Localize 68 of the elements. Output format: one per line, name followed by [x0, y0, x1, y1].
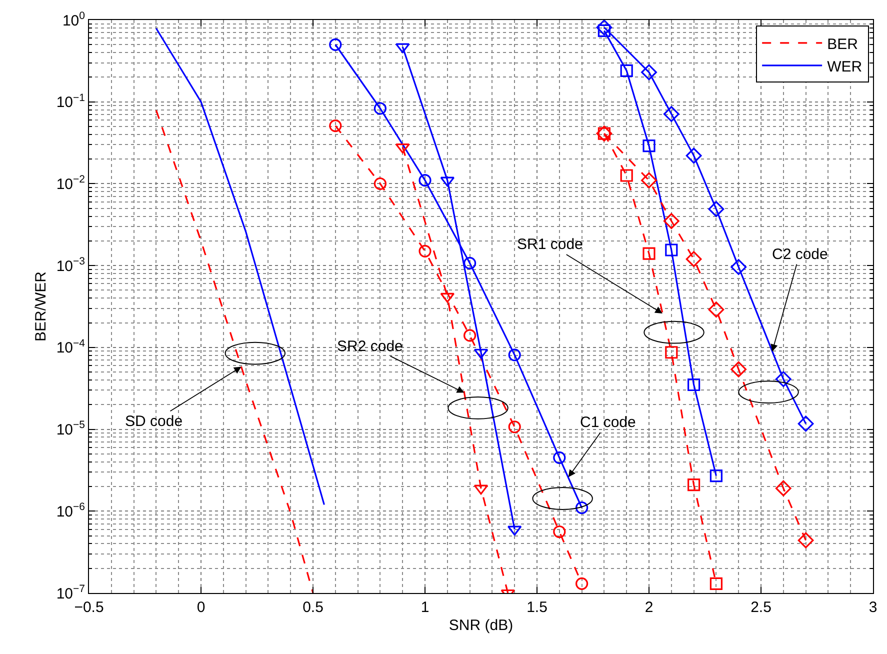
- point: [576, 577, 588, 590]
- point: [464, 329, 476, 342]
- point: [329, 119, 342, 132]
- point: [730, 259, 747, 275]
- point: [418, 174, 432, 187]
- annotation: C1 code: [580, 414, 636, 431]
- annotation: C2 code: [772, 246, 828, 263]
- point: [374, 177, 386, 190]
- point: [688, 378, 700, 392]
- point: [576, 501, 588, 514]
- point: [440, 176, 455, 187]
- x-tick-label: 2.5: [750, 599, 772, 616]
- point: [620, 169, 633, 182]
- point: [642, 247, 656, 260]
- point: [553, 525, 566, 538]
- point: [665, 346, 678, 359]
- point: [464, 256, 476, 270]
- point: [663, 213, 680, 229]
- point: [798, 416, 814, 432]
- point: [553, 451, 566, 464]
- point: [474, 484, 488, 495]
- y-tick-label: 10$^{−4}$: [56, 337, 86, 357]
- point: [686, 251, 702, 268]
- point: [440, 292, 455, 303]
- point: [642, 140, 656, 152]
- y-tick-label: 10$^{0}$: [62, 10, 86, 30]
- point: [688, 478, 700, 492]
- x-tick-label: 0.5: [302, 599, 324, 616]
- y-axis-title: BER/WER: [32, 271, 50, 342]
- point: [665, 244, 678, 256]
- point: [474, 348, 488, 359]
- x-tick-label: 3: [868, 599, 878, 616]
- y-tick-label: 10$^{−5}$: [56, 419, 86, 439]
- annotation: SR1 code: [517, 236, 583, 253]
- annotation: SD code: [125, 413, 183, 430]
- point: [708, 302, 724, 318]
- point: [508, 420, 521, 434]
- point: [710, 577, 722, 590]
- point: [641, 172, 657, 188]
- point: [620, 64, 633, 78]
- y-tick-label: 10$^{−2}$: [56, 174, 86, 193]
- point: [686, 148, 702, 164]
- x-axis-title: SNR (dB): [448, 617, 514, 634]
- point: [641, 64, 657, 80]
- point: [710, 470, 722, 482]
- point: [374, 102, 386, 115]
- point: [507, 526, 522, 536]
- point: [395, 43, 410, 54]
- point: [775, 480, 792, 496]
- legend-label: WER: [827, 58, 862, 76]
- point: [663, 106, 680, 122]
- y-tick-label: 10$^{−6}$: [56, 501, 86, 520]
- annotation: SR2 code: [337, 338, 403, 355]
- x-tick-label: 1.5: [526, 599, 548, 616]
- point: [418, 244, 432, 258]
- legend-label: BER: [827, 36, 858, 53]
- y-tick-label: 10$^{−3}$: [56, 256, 86, 275]
- point: [708, 201, 724, 218]
- point: [798, 532, 814, 548]
- point: [508, 348, 521, 362]
- x-tick-label: 0: [196, 599, 206, 616]
- point: [775, 371, 792, 388]
- x-tick-label: 2: [644, 599, 654, 616]
- y-tick-label: 10$^{−1}$: [56, 92, 86, 112]
- point: [730, 361, 747, 378]
- point: [596, 20, 612, 36]
- x-tick-label: 1: [420, 599, 430, 616]
- point: [329, 38, 342, 51]
